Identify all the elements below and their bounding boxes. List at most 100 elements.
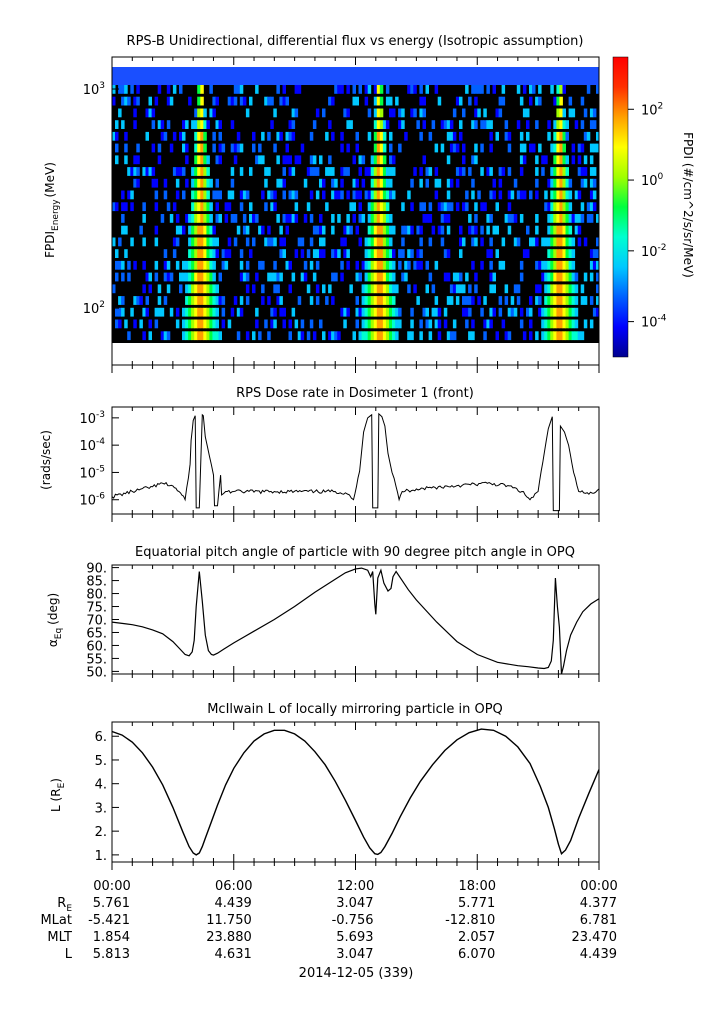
spectrogram-cell — [203, 284, 207, 294]
spectrogram-cell — [169, 143, 174, 153]
spectrogram-cell — [392, 108, 396, 118]
spectrogram-cell — [568, 225, 573, 235]
spectrogram-cell — [212, 260, 216, 270]
spectrogram-cell — [574, 284, 579, 294]
spectrogram-cell — [425, 284, 429, 294]
spectrogram-cell — [574, 307, 579, 317]
spectrogram-cell — [218, 120, 222, 129]
spectrogram-cell — [309, 190, 314, 200]
spectrogram-cell — [596, 284, 600, 294]
spectrogram-cell — [422, 155, 426, 165]
spectrogram-cell — [319, 249, 323, 258]
spectrogram-cell — [319, 225, 323, 235]
spectrogram-cell — [172, 167, 177, 176]
spectrogram-cell — [309, 296, 314, 305]
spectrogram-cell — [480, 120, 484, 129]
spectrogram-cell — [519, 190, 524, 200]
spectrogram-cell — [358, 237, 362, 247]
spectrogram-cell — [407, 331, 411, 341]
spectrogram-cell — [273, 108, 277, 118]
spectrogram-cell — [258, 225, 262, 235]
spectrogram-cell — [352, 178, 356, 188]
spectrogram-cell — [407, 85, 411, 94]
spectrogram-cell — [452, 331, 457, 341]
spectrogram-cell — [212, 296, 216, 305]
spectrogram-cell — [355, 143, 359, 153]
spectrogram-cell — [154, 178, 159, 188]
spectrogram-cell — [334, 272, 338, 282]
spectrogram-cell — [261, 190, 265, 200]
spectrogram-cell — [236, 143, 241, 153]
spectrogram-cell — [568, 178, 573, 188]
spectrogram-cell — [209, 108, 213, 118]
spectrogram-cell — [197, 96, 201, 106]
spectrogram-cell — [592, 143, 597, 153]
spectrogram-cell — [209, 331, 213, 341]
spectrogram-cell — [148, 96, 152, 106]
spectrogram-cell — [462, 296, 466, 305]
spectrogram-cell — [459, 167, 463, 176]
spectrogram-cell — [276, 178, 280, 188]
spectrogram-cell — [279, 178, 283, 188]
spectrogram-cell — [480, 143, 484, 153]
spectrogram-cell — [194, 237, 198, 247]
spectrogram-cell — [452, 284, 457, 294]
spectrogram-cell — [322, 284, 326, 294]
spectrogram-cell — [596, 249, 600, 258]
spectrogram-cell — [422, 214, 426, 223]
spectrogram-cell — [209, 85, 213, 94]
spectrogram-cell — [175, 225, 180, 235]
spectrogram-cell — [571, 307, 576, 317]
spectrogram-cell — [553, 131, 557, 141]
spectrogram-cell — [212, 225, 216, 235]
spectrogram-cell — [331, 167, 335, 176]
spectrogram-cell — [559, 190, 563, 200]
spectrogram-cell — [449, 178, 454, 188]
spectrogram-cell — [139, 319, 143, 329]
spectrogram-cell — [452, 143, 457, 153]
spectrogram-cell — [179, 284, 183, 294]
spectrogram-cell — [434, 143, 439, 153]
spectrogram-cell — [474, 85, 478, 94]
spectrogram-cell — [209, 296, 213, 305]
spectrogram-cell — [401, 108, 405, 118]
spectrogram-cell — [322, 237, 326, 247]
spectrogram-cell — [516, 190, 521, 200]
spectrogram-cell — [519, 214, 524, 223]
spectrogram-cell — [212, 108, 216, 118]
spectrogram-cell — [306, 202, 311, 212]
spectrogram-cell — [547, 120, 551, 129]
spectrogram-cell — [559, 96, 563, 106]
spectrogram-cell — [392, 296, 396, 305]
spectrogram-cell — [589, 120, 594, 129]
spectrogram-cell — [535, 96, 539, 106]
spectrogram-cell — [550, 190, 554, 200]
spectrogram-cell — [559, 272, 563, 282]
spectrogram-cell — [592, 307, 597, 317]
spectrogram-cell — [495, 331, 499, 341]
spectrogram-cell — [203, 120, 207, 129]
spectrogram-cell — [182, 143, 186, 153]
spectrogram-cell — [279, 131, 283, 141]
spectrogram-cell — [130, 237, 134, 247]
spectrogram-cell — [191, 260, 195, 270]
spectrogram-cell — [370, 319, 375, 329]
spectrogram-cell — [334, 85, 338, 94]
spectrogram-cell — [547, 260, 551, 270]
spectrogram-cell — [270, 120, 274, 129]
spectrogram-cell — [580, 143, 585, 153]
spectrogram-cell — [425, 178, 429, 188]
spectrogram-cell — [270, 319, 274, 329]
spectrogram-cell — [230, 214, 235, 223]
spectrogram-cell — [215, 214, 219, 223]
spectrogram-cell — [276, 214, 280, 223]
spectrogram-cell — [343, 237, 347, 247]
spectrogram-cell — [197, 331, 201, 341]
spectrogram-cell — [474, 214, 478, 223]
spectrogram-cell — [379, 202, 384, 212]
spectrogram-cell — [154, 190, 159, 200]
spectrogram-cell — [291, 190, 296, 200]
spectrogram-cell — [282, 319, 286, 329]
spectrogram-cell — [489, 319, 493, 329]
spectrogram-cell — [185, 178, 189, 188]
